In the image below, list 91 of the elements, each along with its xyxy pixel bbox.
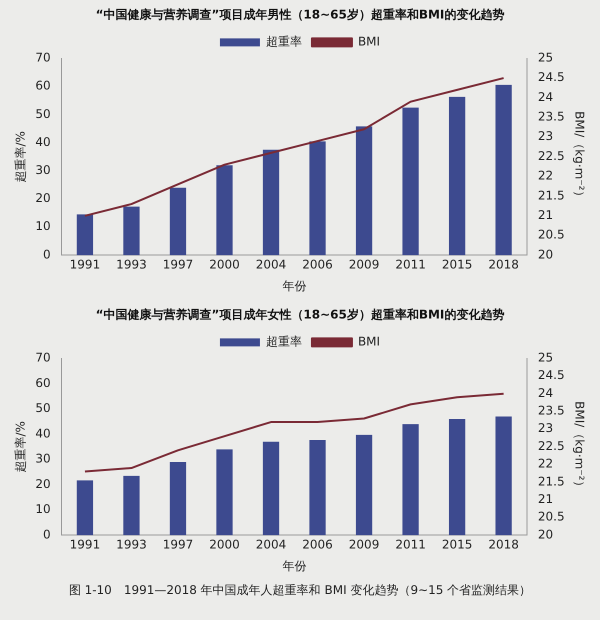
y-tick-label: 30 (35, 452, 51, 466)
y-tick-label: 70 (35, 50, 51, 65)
legend-label: 超重率 (266, 34, 302, 49)
x-axis-title: 年份 (282, 278, 306, 293)
x-tick-label: 2015 (442, 538, 472, 552)
y-tick-label: 60 (35, 78, 51, 93)
bar (309, 141, 326, 256)
bar (356, 434, 372, 536)
bar (402, 108, 419, 256)
bar (356, 126, 372, 256)
y-tick-label: 0 (43, 527, 51, 542)
y2-tick-label: 21 (538, 208, 554, 222)
y2-tick-label: 21 (538, 492, 554, 506)
y2-tick-label: 23 (538, 421, 554, 436)
x-tick-label: 2000 (209, 258, 240, 272)
y2-tick-label: 20.5 (538, 510, 565, 524)
caption: 图 1-10 1991—2018 年中国成年人超重率和 BMI 变化趋势（9~15 个省监测结果） (68, 582, 532, 599)
x-tick-label: 2000 (209, 538, 240, 552)
bar (170, 188, 186, 256)
y-tick-label: 10 (35, 219, 51, 234)
x-tick-label: 2011 (395, 538, 426, 552)
bar (309, 440, 326, 536)
x-tick-label: 2018 (488, 258, 519, 272)
y-tick-label: 60 (35, 376, 51, 390)
bar (76, 480, 94, 536)
bar (495, 416, 512, 536)
y2-tick-label: 23.5 (538, 110, 565, 124)
x-tick-label: 2009 (348, 538, 380, 552)
y2-tick-label: 25 (538, 350, 554, 365)
y-tick-label: 40 (35, 134, 51, 149)
y-tick-label: 0 (43, 247, 51, 262)
y-tick-label: 20 (35, 476, 51, 491)
y2-tick-label: 24 (538, 386, 554, 400)
bar (448, 96, 466, 256)
y2-tick-label: 20 (538, 247, 554, 262)
x-tick-label: 2004 (256, 258, 286, 272)
y-axis-title: 超重率/% (13, 131, 28, 183)
y2-tick-label: 21.5 (538, 188, 565, 202)
y2-axis-title: BMI/（kg·m⁻²） (572, 111, 587, 202)
y-tick-label: 20 (35, 191, 51, 206)
y2-tick-label: 20 (538, 527, 554, 542)
bar (495, 84, 512, 256)
y-tick-label: 40 (35, 426, 51, 440)
bar (216, 165, 233, 256)
bar (262, 442, 280, 536)
bar (402, 424, 419, 536)
y2-tick-label: 20.5 (538, 228, 565, 242)
x-tick-label: 1991 (70, 538, 100, 552)
x-tick-label: 1991 (70, 258, 100, 272)
y2-tick-label: 23.5 (538, 404, 565, 418)
chart-title: “中国健康与营养调查”项目成年男性（18~65岁）超重率和BMI的变化趋势 (96, 7, 504, 22)
y2-tick-label: 24 (538, 90, 554, 104)
y2-tick-label: 22 (538, 456, 554, 471)
y-tick-label: 30 (35, 162, 51, 177)
x-tick-label: 2015 (442, 258, 472, 272)
bar (262, 150, 280, 256)
x-tick-label: 2011 (395, 258, 426, 272)
legend-label: BMI (358, 334, 380, 349)
y-axis-title: 超重率/% (13, 421, 28, 473)
x-tick-label: 2009 (348, 258, 380, 272)
y-tick-label: 50 (35, 106, 51, 121)
x-tick-label: 1997 (162, 258, 194, 272)
x-tick-label: 2006 (302, 538, 333, 552)
chart-title: “中国健康与营养调查”项目成年女性（18~65岁）超重率和BMI的变化趋势 (96, 307, 504, 322)
y2-axis-title: BMI/（kg·m⁻²） (572, 401, 587, 492)
x-tick-label: 1997 (162, 538, 194, 552)
y2-tick-label: 24.5 (538, 368, 565, 382)
bar (448, 419, 466, 536)
x-tick-label: 1993 (116, 258, 147, 272)
bar (76, 214, 94, 256)
y2-tick-label: 22.5 (538, 438, 565, 453)
x-tick-label: 2004 (256, 538, 286, 552)
x-tick-label: 1993 (116, 538, 147, 552)
bar (123, 476, 140, 536)
bar (170, 462, 186, 536)
legend-label: BMI (358, 34, 380, 49)
y-tick-label: 50 (35, 401, 51, 416)
bar (216, 449, 233, 536)
x-tick-label: 2018 (488, 538, 519, 552)
y-tick-label: 70 (35, 350, 51, 365)
legend-label: 超重率 (266, 334, 302, 349)
y2-tick-label: 25 (538, 50, 554, 65)
y-tick-label: 10 (35, 502, 51, 516)
y2-tick-label: 22.5 (538, 148, 565, 163)
x-tick-label: 2006 (302, 258, 333, 272)
bar (123, 206, 140, 256)
y2-tick-label: 24.5 (538, 70, 565, 84)
y2-tick-label: 21.5 (538, 474, 565, 488)
x-axis-title: 年份 (282, 558, 306, 573)
y2-tick-label: 22 (538, 168, 554, 183)
y2-tick-label: 23 (538, 129, 554, 144)
